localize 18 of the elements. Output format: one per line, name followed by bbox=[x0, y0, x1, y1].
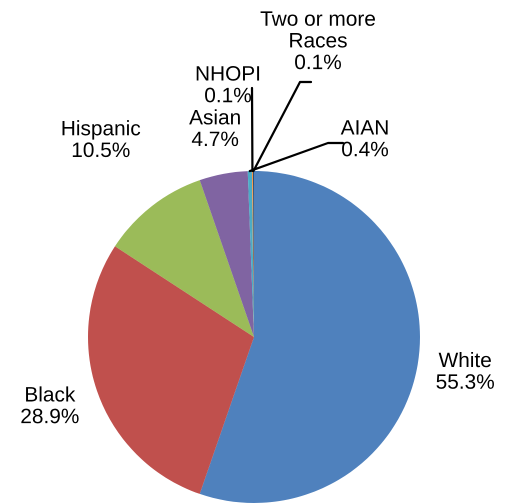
slice-label: Two or more Races bbox=[260, 11, 375, 48]
data-label: 0.1% bbox=[295, 54, 342, 70]
slice-label: Black bbox=[26, 386, 76, 402]
data-label: 55.3% bbox=[436, 374, 494, 389]
slice-label: Asian bbox=[189, 109, 240, 125]
data-label: 10.5% bbox=[72, 142, 130, 158]
pie-slice bbox=[200, 171, 254, 337]
pie-slice bbox=[200, 171, 420, 503]
data-label: 4.7% bbox=[192, 132, 238, 146]
pie-slice bbox=[114, 180, 254, 337]
slice-label: White bbox=[438, 352, 491, 368]
data-label: 0.1% bbox=[205, 88, 252, 102]
data-label: 28.9% bbox=[21, 408, 79, 424]
pie-slice bbox=[88, 246, 254, 494]
slice-label: Hispanic bbox=[62, 120, 140, 140]
slice-label: AIAN bbox=[340, 120, 388, 135]
slice-label: NHOPI bbox=[196, 66, 260, 81]
data-label: 0.4% bbox=[342, 142, 388, 156]
